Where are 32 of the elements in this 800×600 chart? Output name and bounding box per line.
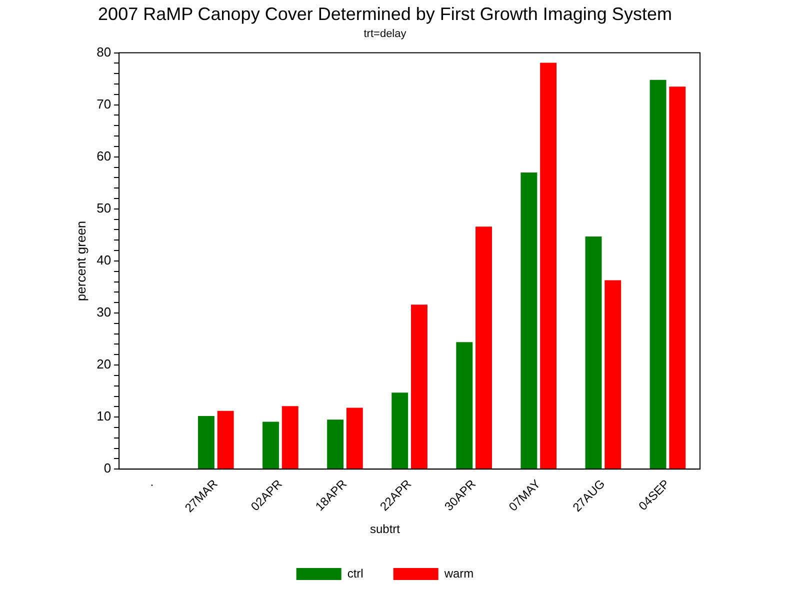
chart-title: 2007 RaMP Canopy Cover Determined by First Growth Imaging System <box>98 4 672 24</box>
bar <box>217 410 234 469</box>
bar <box>669 86 686 469</box>
bar <box>327 420 344 469</box>
y-tick-label: 20 <box>96 356 112 372</box>
y-tick-label: 10 <box>96 408 112 424</box>
bar <box>585 236 602 469</box>
bar <box>198 416 214 469</box>
y-tick-label: 50 <box>96 200 112 216</box>
bar <box>282 406 298 469</box>
bar <box>262 422 279 469</box>
bar <box>410 304 428 469</box>
bar <box>604 280 622 469</box>
y-tick-label: 30 <box>96 304 112 320</box>
bar <box>540 62 557 469</box>
y-tick-label: 70 <box>96 96 112 112</box>
bar <box>520 172 538 469</box>
bar <box>476 226 492 469</box>
y-axis-title: percent green <box>73 220 88 302</box>
y-tick-label: 60 <box>96 148 112 164</box>
bar <box>346 408 363 469</box>
bar <box>456 342 473 469</box>
y-tick-label: 80 <box>96 44 112 60</box>
chart-subtitle: trt=delay <box>364 28 407 40</box>
bar <box>650 80 666 469</box>
legend-title: subtrt <box>370 522 401 536</box>
x-tick-label: . <box>144 476 156 490</box>
y-tick-label: 40 <box>96 252 112 268</box>
bar <box>392 392 408 469</box>
y-tick-label: 0 <box>104 460 112 476</box>
legend-label: warm <box>443 566 474 580</box>
legend-label: ctrl <box>347 566 364 580</box>
